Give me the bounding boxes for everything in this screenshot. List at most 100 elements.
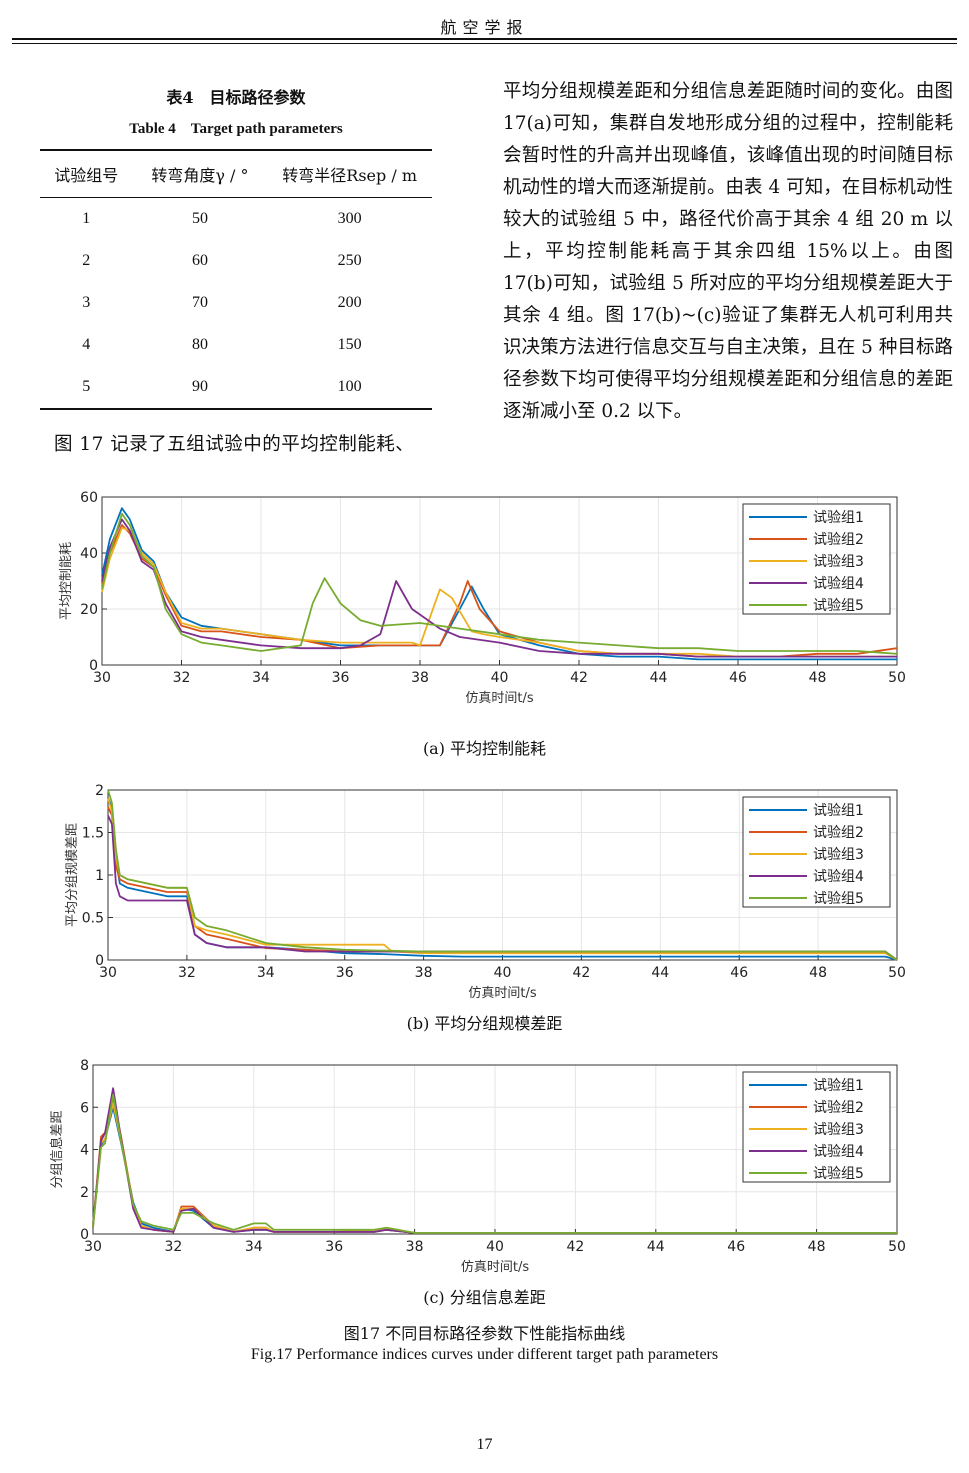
x-tick-label: 32 xyxy=(164,1239,182,1255)
table-cell: 100 xyxy=(267,366,432,410)
x-tick-label: 40 xyxy=(494,965,512,981)
legend-label-4: 试验组4 xyxy=(813,869,864,885)
y-tick-label: 4 xyxy=(80,1143,89,1159)
legend-label-2: 试验组2 xyxy=(813,1100,864,1116)
table-cell: 250 xyxy=(337,252,362,269)
x-tick-label: 36 xyxy=(325,1239,343,1255)
legend-label-3: 试验组3 xyxy=(813,1122,864,1138)
y-tick-label: 40 xyxy=(80,546,98,562)
x-tick-label: 40 xyxy=(491,670,509,686)
y-tick-label: 20 xyxy=(80,602,98,618)
series-line-5 xyxy=(101,512,898,655)
table-row: 4 80 150 xyxy=(40,324,432,366)
legend-box xyxy=(742,1071,891,1183)
x-tick-label: 42 xyxy=(570,670,588,686)
header-rule-thin xyxy=(12,43,957,44)
x-tick-label: 32 xyxy=(173,670,191,686)
table-row: 1 50 300 xyxy=(40,198,432,241)
subcaption-c: (c) 分组信息差距 xyxy=(423,1288,546,1307)
x-tick-label: 44 xyxy=(650,670,668,686)
x-axis-label: 仿真时间t/s xyxy=(468,986,536,1001)
subcaption-a: (a) 平均控制能耗 xyxy=(422,739,547,758)
chart-group-info-gap: 30 32 34 36 38 40 42 44 46 48 5002468仿真时间t/s分组信息差距… xyxy=(49,1058,906,1275)
x-tick-label: 46 xyxy=(727,1239,745,1255)
y-tick-label: 1 xyxy=(95,868,104,884)
table-caption-en: Table 4 Target path parameters xyxy=(129,121,343,137)
x-tick-label: 44 xyxy=(651,965,669,981)
x-tick-label: 48 xyxy=(809,965,827,981)
x-tick-label: 36 xyxy=(336,965,354,981)
legend-box xyxy=(742,796,891,908)
legend-label-3: 试验组3 xyxy=(813,554,864,570)
series-line-3 xyxy=(101,526,897,658)
y-tick-label: 6 xyxy=(80,1100,89,1116)
left-body-text: 图 17 记录了五组试验中的平均控制能耗、 xyxy=(54,434,415,455)
target-path-table: 试验组号 转弯角度γ / ° 转弯半径Rsep / m 1 50 300 2 60 25… xyxy=(40,149,432,410)
x-tick-label: 48 xyxy=(809,670,827,686)
table-cell: 1 xyxy=(82,210,91,227)
table-cell: 300 xyxy=(337,210,362,227)
y-tick-label: 1.5 xyxy=(82,826,104,842)
legend-label-2: 试验组2 xyxy=(813,825,864,841)
y-tick-label: 2 xyxy=(95,783,104,799)
table-header-cell: 试验组号 xyxy=(40,149,133,198)
x-tick-label: 50 xyxy=(888,670,906,686)
table-cell: 5 xyxy=(40,366,133,410)
chart-control-energy: 30 32 34 36 38 40 42 44 46 48 50 0 20 40 60 仿真时间t/s 平均控制… xyxy=(59,490,906,706)
table-cell: 80 xyxy=(191,336,208,353)
series-line-4 xyxy=(101,518,897,658)
page-number: 17 xyxy=(476,1436,493,1453)
x-tick-label: 44 xyxy=(647,1239,665,1255)
x-tick-label: 34 xyxy=(257,965,275,981)
legend-label-3: 试验组3 xyxy=(813,847,864,863)
legend-label-1: 试验组1 xyxy=(813,1078,864,1094)
x-tick-label: 34 xyxy=(245,1239,263,1255)
header-rule xyxy=(12,38,957,40)
table-row: 3 70 200 xyxy=(40,282,432,324)
x-tick-label: 38 xyxy=(406,1239,424,1255)
x-tick-label: 36 xyxy=(332,670,350,686)
x-tick-label: 38 xyxy=(415,965,433,981)
y-axis-label: 分组信息差距 xyxy=(49,1110,65,1188)
legend-label-4: 试验组4 xyxy=(813,576,864,592)
y-tick-label: 0 xyxy=(80,1227,89,1243)
x-tick-label: 50 xyxy=(888,965,906,981)
table-row: 2 60 250 xyxy=(40,240,432,282)
table-cell: 4 xyxy=(82,336,91,353)
legend-label-4: 试验组4 xyxy=(813,1144,864,1160)
series-line-5 xyxy=(107,789,898,961)
table-header-row: 试验组号 转弯角度γ / ° 转弯半径Rsep / m xyxy=(40,149,432,198)
right-body-text: 平均分组规模差距和分组信息差距随时间的变化。由图 17(a)可知，集群自发地形成… xyxy=(503,81,953,422)
x-tick-label: 32 xyxy=(178,965,196,981)
legend-label-2: 试验组2 xyxy=(813,532,864,548)
table-caption-cn: 表4 目标路径参数 xyxy=(166,88,306,107)
x-tick-label: 30 xyxy=(93,670,111,686)
subcaption-b: (b) 平均分组规模差距 xyxy=(406,1014,563,1033)
x-tick-label: 42 xyxy=(566,1239,584,1255)
y-tick-label: 0 xyxy=(89,658,98,674)
x-tick-label: 50 xyxy=(888,1239,906,1255)
x-tick-label: 46 xyxy=(729,670,747,686)
x-tick-label: 38 xyxy=(411,670,429,686)
y-tick-label: 0 xyxy=(95,953,104,969)
y-axis-label: 平均控制能耗 xyxy=(59,542,74,620)
legend-box xyxy=(742,503,891,615)
table-row: 5 90 100 xyxy=(40,366,432,410)
legend-label-1: 试验组1 xyxy=(813,510,864,526)
y-tick-label: 2 xyxy=(80,1185,89,1201)
series-line-5 xyxy=(92,1093,897,1234)
table-cell: 150 xyxy=(337,336,362,353)
y-tick-label: 8 xyxy=(80,1058,89,1074)
table-cell: 70 xyxy=(191,294,208,311)
x-tick-label: 42 xyxy=(572,965,590,981)
table-cell: 50 xyxy=(191,210,208,227)
x-tick-label: 46 xyxy=(730,965,748,981)
x-tick-label: 30 xyxy=(99,965,117,981)
x-axis-label: 仿真时间t/s xyxy=(461,1260,529,1275)
x-tick-label: 34 xyxy=(252,670,270,686)
table-header-cell: 转弯角度γ / ° xyxy=(132,149,268,198)
figure-caption-cn: 图17 不同目标路径参数下性能指标曲线 xyxy=(343,1324,626,1343)
chart-group-size-gap: 30 32 34 36 38 40 42 44 46 48 50 0 0.5 1 1.5 2 仿真时间t/s 平均… xyxy=(65,783,906,1001)
y-axis-label: 平均分组规模差距 xyxy=(65,823,80,927)
y-tick-label: 60 xyxy=(80,490,98,506)
